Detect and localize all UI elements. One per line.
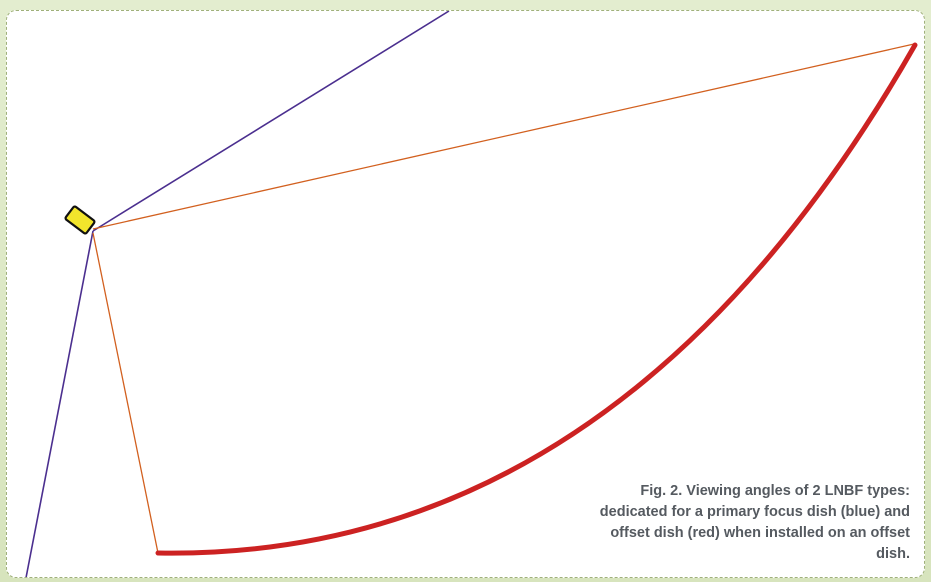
primary-focus-lower-line [25,230,94,577]
lnbf-viewing-angle-diagram [25,11,918,577]
primary-focus-viewing-angle [25,11,450,577]
offset-viewing-angle [92,43,915,554]
figure-panel: Fig. 2. Viewing angles of 2 LNBF types: … [6,10,925,578]
offset-lower-line [92,232,159,554]
primary-focus-upper-line [92,11,450,232]
offset-upper-line [92,43,915,230]
offset-dish-reflector [155,42,918,556]
lnbf-icon [64,205,96,235]
figure-caption: Fig. 2. Viewing angles of 2 LNBF types: … [599,483,910,562]
